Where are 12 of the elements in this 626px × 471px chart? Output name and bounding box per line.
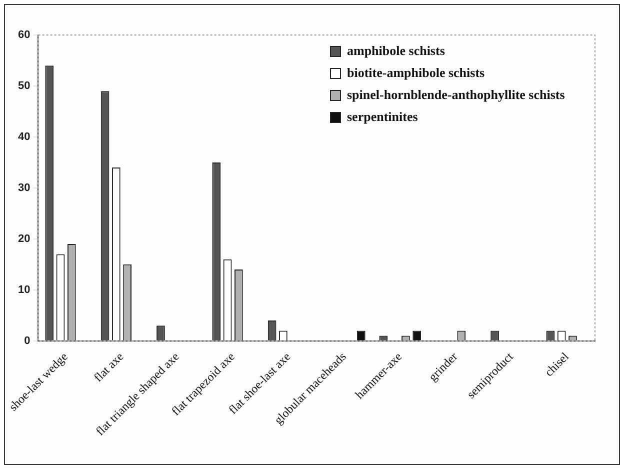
legend-label: spinel-hornblende-anthophyllite schists: [347, 87, 565, 103]
y-tick-label: 60: [18, 29, 30, 42]
legend-label: biotite-amphibole schists: [347, 65, 485, 81]
y-tick-label: 50: [18, 80, 30, 92]
x-tick-label: flat axe: [90, 349, 126, 385]
y-tick-label: 10: [18, 284, 30, 296]
legend-label: amphibole schists: [347, 43, 445, 59]
y-tick-label: 30: [18, 182, 30, 194]
y-tick-label: 40: [18, 130, 30, 143]
y-tick-label: 0: [24, 334, 30, 347]
y-tick-label: 20: [18, 232, 30, 245]
legend-label: serpentinites: [347, 109, 418, 125]
